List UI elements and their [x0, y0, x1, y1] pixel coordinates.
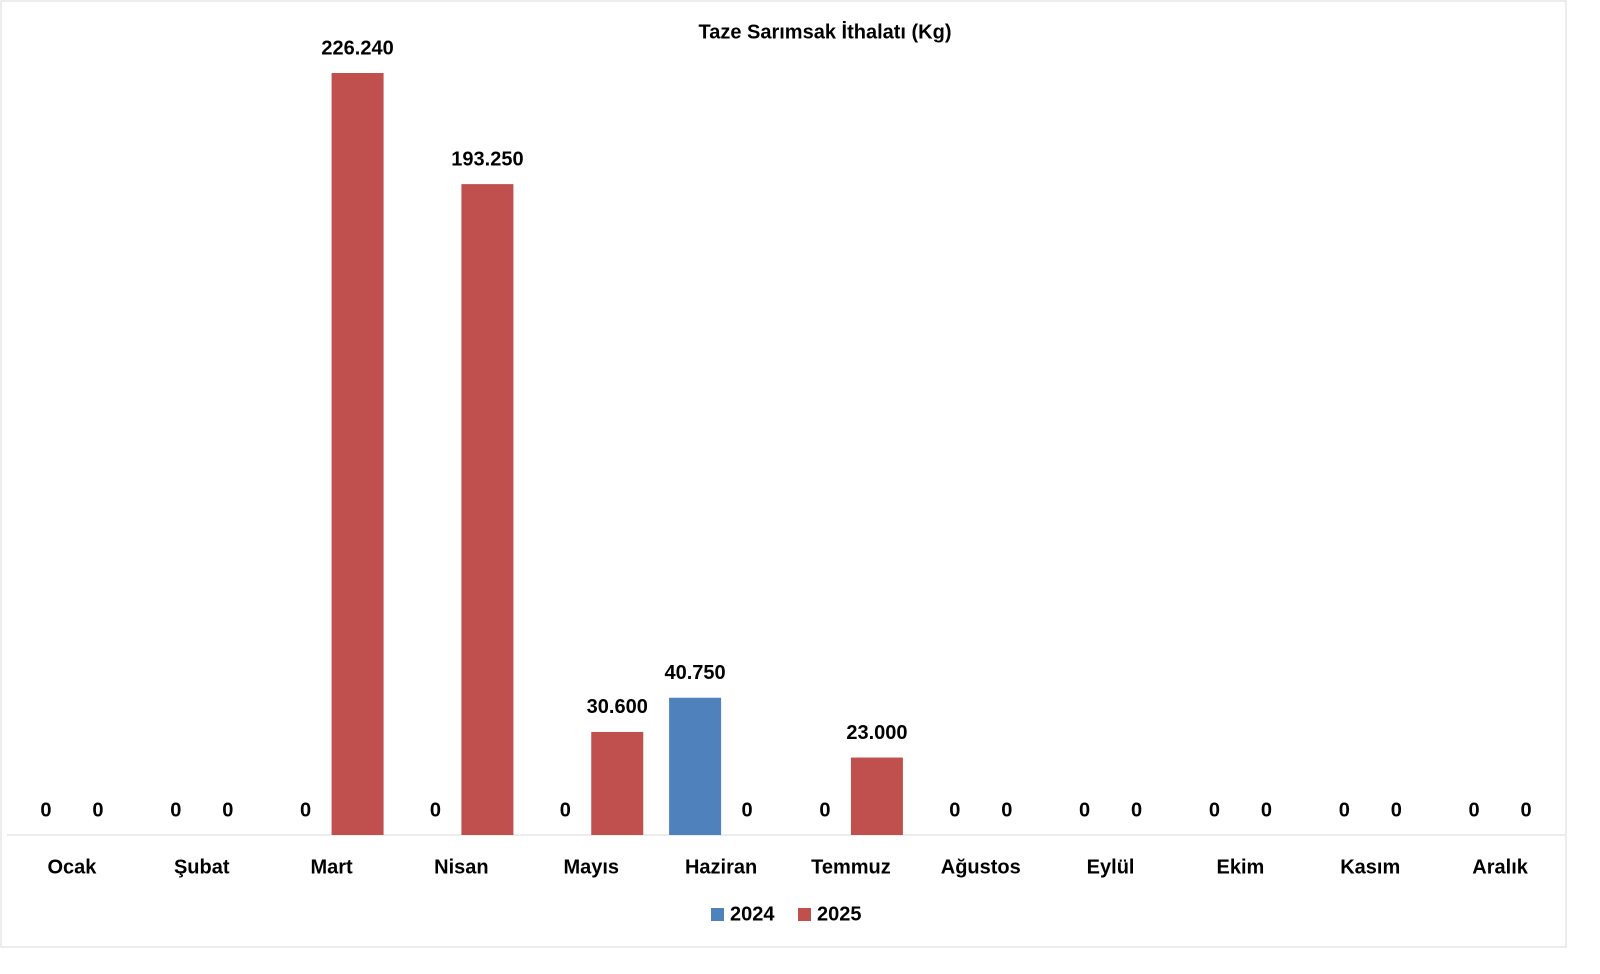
bar	[591, 731, 644, 835]
data-label: 0	[92, 799, 103, 821]
x-tick-label: Ağustos	[941, 856, 1021, 878]
data-label: 23.000	[846, 722, 907, 744]
data-label: 0	[819, 799, 830, 821]
data-label: 0	[1521, 799, 1532, 821]
legend-label: 2025	[817, 903, 862, 925]
chart-border	[0, 0, 1567, 948]
bar	[669, 697, 722, 835]
x-tick-label: Aralık	[1472, 856, 1528, 878]
data-label: 0	[1261, 799, 1272, 821]
x-tick-label: Şubat	[174, 856, 230, 878]
data-label: 0	[40, 799, 51, 821]
chart-title: Taze Sarımsak İthalatı (Kg)	[698, 20, 951, 43]
legend-swatch	[711, 908, 724, 921]
bar	[850, 757, 903, 835]
data-label: 0	[1391, 799, 1402, 821]
data-label: 0	[222, 799, 233, 821]
x-tick-label: Kasım	[1340, 856, 1400, 878]
x-tick-label: Ekim	[1217, 856, 1265, 878]
data-label: 0	[1131, 799, 1142, 821]
data-label: 0	[1339, 799, 1350, 821]
x-tick-label: Temmuz	[811, 856, 891, 878]
legend-swatch	[798, 908, 811, 921]
data-label: 0	[560, 799, 571, 821]
bar	[461, 184, 514, 835]
x-tick-label: Haziran	[685, 856, 757, 878]
data-label: 193.250	[451, 148, 523, 170]
x-tick-label: Mart	[310, 856, 353, 878]
data-label: 0	[1079, 799, 1090, 821]
data-label: 226.240	[321, 37, 393, 59]
data-label: 0	[1209, 799, 1220, 821]
data-label: 0	[1001, 799, 1012, 821]
bar	[331, 73, 384, 835]
data-label: 0	[742, 799, 753, 821]
data-label: 0	[949, 799, 960, 821]
x-tick-label: Eylül	[1087, 856, 1135, 878]
data-label: 0	[170, 799, 181, 821]
data-label: 0	[1469, 799, 1480, 821]
legend-label: 2024	[730, 903, 775, 925]
x-tick-label: Mayıs	[563, 856, 619, 878]
data-label: 30.600	[587, 696, 648, 718]
data-label: 40.750	[664, 662, 725, 684]
data-label: 0	[430, 799, 441, 821]
data-label: 0	[300, 799, 311, 821]
x-tick-label: Nisan	[434, 856, 488, 878]
x-tick-label: Ocak	[47, 856, 97, 878]
